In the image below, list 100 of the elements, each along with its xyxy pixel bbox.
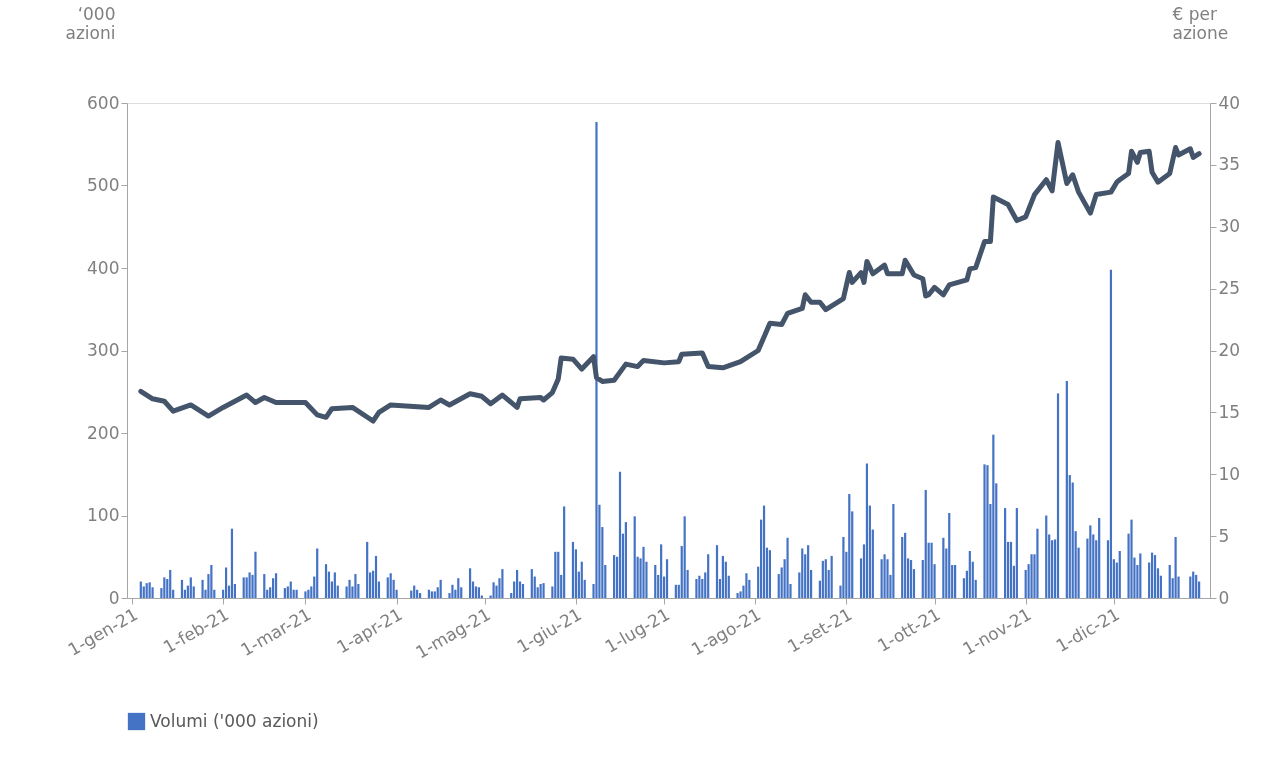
bar xyxy=(248,572,251,598)
bar xyxy=(554,551,557,598)
bar xyxy=(439,579,442,598)
bar xyxy=(542,583,545,598)
bar xyxy=(530,569,533,598)
bar xyxy=(539,583,542,598)
bar xyxy=(715,545,719,598)
bar xyxy=(1168,565,1171,598)
bar xyxy=(230,528,234,598)
bar xyxy=(1030,554,1033,598)
bar xyxy=(148,582,151,598)
bar xyxy=(736,593,739,598)
bar xyxy=(563,506,566,598)
bar xyxy=(968,550,971,598)
bar xyxy=(516,569,519,598)
legend-label: Volumi ('000 azioni) xyxy=(150,710,319,731)
bar xyxy=(557,551,560,598)
bar xyxy=(180,579,184,598)
y-tick-label: 300 xyxy=(87,340,120,360)
bar xyxy=(901,536,904,598)
bar xyxy=(1195,574,1198,598)
y-axis-title: ‘000 azioni xyxy=(65,3,116,43)
bar xyxy=(909,560,913,598)
bar xyxy=(904,532,907,598)
bar xyxy=(477,587,480,598)
bar xyxy=(1150,552,1154,598)
bar xyxy=(642,546,645,598)
bar xyxy=(389,573,392,598)
y2-tick-label: 20 xyxy=(1218,340,1241,360)
y2-tick-label: 10 xyxy=(1218,463,1241,484)
bar xyxy=(348,579,351,598)
bar xyxy=(983,464,986,598)
bar xyxy=(924,489,927,598)
bar xyxy=(210,565,213,598)
bar xyxy=(665,559,669,598)
bar xyxy=(263,574,266,598)
bar xyxy=(595,121,598,598)
bar xyxy=(1009,541,1013,598)
bar xyxy=(163,577,166,598)
y-tick-label: 600 xyxy=(87,92,120,113)
bar xyxy=(189,577,192,598)
y2-tick-label: 5 xyxy=(1218,525,1230,546)
bar xyxy=(768,550,772,598)
bar xyxy=(1065,381,1068,598)
y-tick-label: 100 xyxy=(87,505,120,525)
bar xyxy=(883,554,886,598)
bar xyxy=(674,584,677,598)
y2-tick-label: 30 xyxy=(1218,216,1241,237)
bar xyxy=(954,565,957,598)
bar xyxy=(801,548,804,598)
bar xyxy=(354,574,357,598)
bar xyxy=(695,579,698,598)
bar xyxy=(618,471,622,598)
bar xyxy=(1004,508,1007,598)
bar xyxy=(1139,553,1142,598)
bar xyxy=(848,494,851,598)
y2-tick-label: 40 xyxy=(1218,92,1241,113)
bar xyxy=(786,537,789,598)
bar xyxy=(930,542,933,598)
bar xyxy=(201,579,204,598)
bar xyxy=(274,573,278,598)
bar xyxy=(1036,528,1039,598)
bar xyxy=(660,544,663,598)
bar xyxy=(492,582,495,598)
bar xyxy=(842,536,845,598)
bar xyxy=(762,505,766,598)
bar xyxy=(948,513,951,598)
bar xyxy=(1109,269,1113,598)
y2-tick-label: 25 xyxy=(1218,278,1241,299)
bar xyxy=(613,555,616,598)
bar xyxy=(366,541,369,598)
y2-axis-title: € per azione xyxy=(1172,3,1229,43)
bar xyxy=(374,555,378,598)
y-tick-label: 0 xyxy=(108,587,120,608)
bar xyxy=(254,551,257,598)
bar xyxy=(457,578,460,598)
bar xyxy=(865,463,869,598)
bar xyxy=(386,577,389,598)
bar xyxy=(654,565,657,598)
bar xyxy=(145,583,148,598)
bar xyxy=(333,572,336,598)
bar xyxy=(1174,536,1177,598)
bar xyxy=(1098,517,1101,598)
bar xyxy=(721,555,724,598)
bar xyxy=(1192,571,1195,598)
bar xyxy=(286,586,289,598)
y2-tick-label: 15 xyxy=(1218,401,1241,422)
bar xyxy=(1089,525,1092,598)
bar xyxy=(451,584,454,598)
bar xyxy=(324,564,328,598)
y-tick-label: 400 xyxy=(87,257,120,278)
bar xyxy=(316,548,319,598)
bar xyxy=(830,555,833,598)
bar xyxy=(824,559,827,598)
bar xyxy=(992,434,995,598)
bar xyxy=(169,569,172,598)
bar xyxy=(142,586,145,598)
bar xyxy=(698,575,701,598)
y2-tick-label: 0 xyxy=(1218,587,1230,608)
bar xyxy=(1056,393,1060,598)
